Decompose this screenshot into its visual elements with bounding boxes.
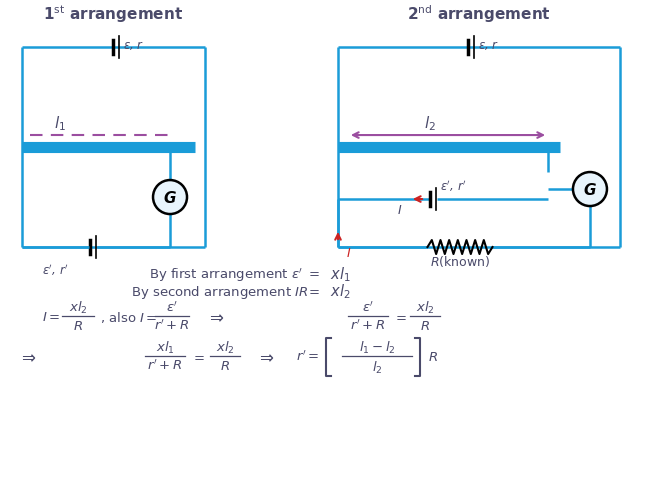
Text: $xl_2$: $xl_2$ (415, 299, 434, 315)
Text: $I$: $I$ (397, 203, 402, 216)
Text: $xl_1$: $xl_1$ (330, 265, 351, 284)
Text: $=$: $=$ (191, 350, 205, 363)
Text: $R$: $R$ (428, 350, 438, 363)
Text: $\Rightarrow$: $\Rightarrow$ (206, 307, 224, 325)
Text: $r' = $: $r' = $ (296, 349, 319, 364)
Text: $xl_2$: $xl_2$ (216, 339, 235, 355)
Text: $xl_2$: $xl_2$ (69, 299, 87, 315)
Text: 1$^{\rm st}$ arrangement: 1$^{\rm st}$ arrangement (43, 3, 183, 25)
Text: By first arrangement $\varepsilon'\ =$: By first arrangement $\varepsilon'\ =$ (148, 266, 320, 283)
Text: $l_1 - l_2$: $l_1 - l_2$ (358, 339, 395, 355)
Text: $l_2$: $l_2$ (424, 115, 436, 133)
Text: $r' + R$: $r' + R$ (147, 358, 183, 372)
Circle shape (153, 181, 187, 215)
Circle shape (573, 173, 607, 206)
Text: $\varepsilon'$: $\varepsilon'$ (166, 300, 178, 315)
Text: $\Rightarrow$: $\Rightarrow$ (18, 347, 36, 366)
Text: $R$: $R$ (73, 319, 83, 332)
Text: 2$^{\rm nd}$ arrangement: 2$^{\rm nd}$ arrangement (407, 3, 551, 25)
Text: , also $I = $: , also $I = $ (100, 309, 157, 324)
Text: By second arrangement $IR\! =$: By second arrangement $IR\! =$ (132, 283, 320, 300)
Text: $I = $: $I = $ (42, 310, 60, 323)
Text: $\varepsilon$, $r$: $\varepsilon$, $r$ (123, 39, 145, 51)
Text: $R$: $R$ (420, 319, 430, 332)
Text: G: G (164, 190, 176, 205)
Text: $r' + R$: $r' + R$ (351, 318, 386, 333)
Text: $xl_1$: $xl_1$ (156, 339, 174, 355)
Text: $xl_2$: $xl_2$ (330, 282, 351, 301)
Text: $I$: $I$ (346, 246, 351, 259)
Text: $\varepsilon'$, $r'$: $\varepsilon'$, $r'$ (41, 262, 69, 277)
Text: $\varepsilon'$: $\varepsilon'$ (362, 300, 374, 315)
Text: $\Rightarrow$: $\Rightarrow$ (256, 347, 274, 366)
Text: $\varepsilon$, $r$: $\varepsilon$, $r$ (478, 39, 499, 51)
Text: $\varepsilon'$, $r'$: $\varepsilon'$, $r'$ (440, 178, 467, 193)
Text: $=$: $=$ (393, 310, 407, 323)
Text: $l_2$: $l_2$ (372, 359, 382, 375)
Text: $R$: $R$ (220, 359, 230, 372)
Text: G: G (584, 182, 596, 197)
Text: $r' + R$: $r' + R$ (154, 318, 190, 333)
Text: $l_1$: $l_1$ (54, 115, 66, 133)
Text: $R$(known): $R$(known) (430, 253, 490, 268)
